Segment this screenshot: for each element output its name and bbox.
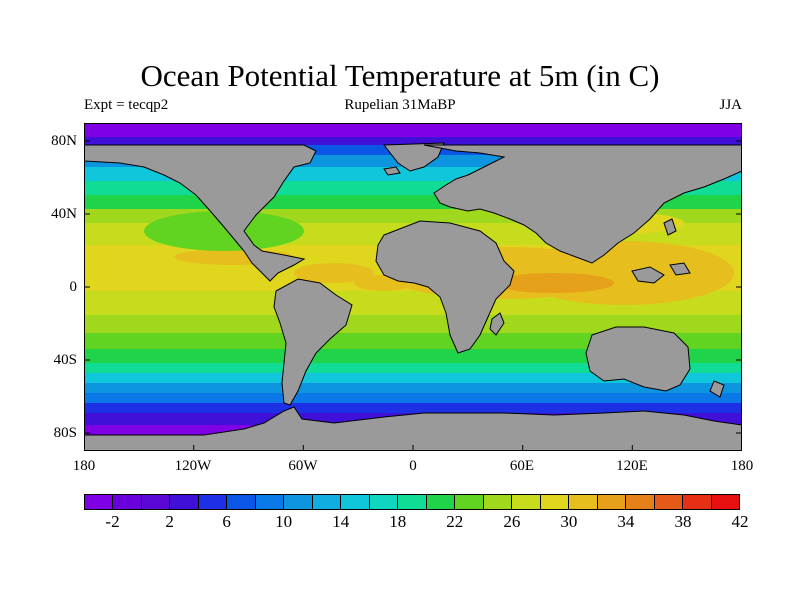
- colorbar-swatch: [540, 495, 570, 509]
- colorbar-label: 10: [275, 512, 293, 531]
- period-label: Rupelian 31MaBP: [344, 97, 456, 113]
- colorbar-swatch: [227, 495, 256, 509]
- colorbar-swatch: [312, 495, 342, 509]
- lat-label-80n: 80N: [51, 133, 77, 149]
- colorbar-swatch: [141, 495, 171, 509]
- colorbar-swatch: [512, 495, 541, 509]
- colorbar-swatch: [170, 495, 199, 509]
- plot-title: Ocean Potential Temperature at 5m (in C): [140, 58, 660, 93]
- colorbar-swatch: [569, 495, 598, 509]
- colorbar: [84, 494, 740, 510]
- season-label: JJA: [719, 97, 742, 113]
- colorbar-swatch: [626, 495, 655, 509]
- colorbar-swatch: [654, 495, 684, 509]
- colorbar-swatch: [398, 495, 427, 509]
- colorbar-label: 2: [165, 512, 174, 531]
- temperature-map: [84, 123, 742, 451]
- colorbar-swatch: [284, 495, 313, 509]
- colorbar-label: 38: [674, 512, 692, 531]
- colorbar-swatch: [198, 495, 228, 509]
- colorbar-swatch: [683, 495, 712, 509]
- lon-label-60w: 60W: [288, 458, 318, 474]
- lat-label-0: 0: [69, 279, 78, 295]
- colorbar-swatch: [483, 495, 513, 509]
- lat-label-80s: 80S: [53, 425, 77, 441]
- colorbar-label: 34: [617, 512, 635, 531]
- lon-label-60e: 60E: [509, 458, 535, 474]
- colorbar-label: -2: [105, 512, 120, 531]
- lat-label-40s: 40S: [53, 352, 77, 368]
- colorbar-swatch: [711, 495, 740, 509]
- colorbar-swatch: [85, 495, 114, 509]
- colorbar-swatch: [113, 495, 142, 509]
- colorbar-label: 14: [332, 512, 350, 531]
- lon-label-0: 0: [409, 458, 417, 474]
- colorbar-swatch: [426, 495, 456, 509]
- colorbar-swatch: [597, 495, 627, 509]
- colorbar-swatch: [369, 495, 399, 509]
- colorbar-label: 22: [446, 512, 464, 531]
- colorbar-swatch: [455, 495, 484, 509]
- colorbar-label: 18: [389, 512, 407, 531]
- colorbar-label: 26: [503, 512, 521, 531]
- lat-label-40n: 40N: [51, 206, 77, 222]
- lon-label-180w: 180: [72, 458, 96, 474]
- colorbar-swatch: [341, 495, 370, 509]
- lon-label-180e: 180: [730, 458, 754, 474]
- colorbar-label: 6: [222, 512, 231, 531]
- colorbar-label: 30: [560, 512, 578, 531]
- lon-label-120e: 120E: [616, 458, 648, 474]
- lon-label-120w: 120W: [174, 458, 212, 474]
- colorbar-label: 42: [731, 512, 749, 531]
- experiment-label: Expt = tecqp2: [84, 97, 169, 113]
- colorbar-swatch: [255, 495, 285, 509]
